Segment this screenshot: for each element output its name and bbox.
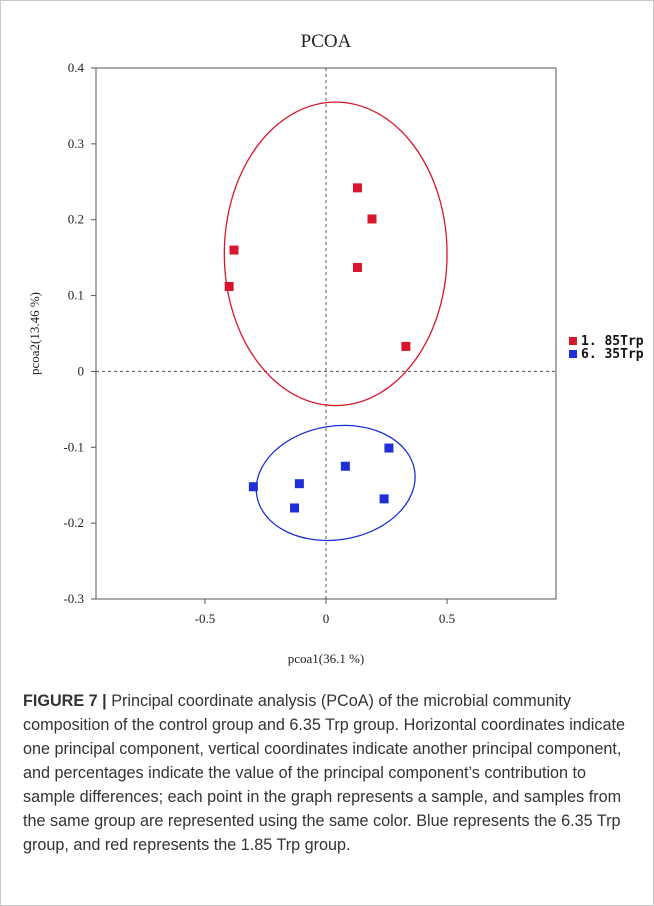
figure-caption: FIGURE 7 | Principal coordinate analysis… xyxy=(23,689,635,857)
data-point-series1-2 xyxy=(224,281,234,291)
data-point-series1-3 xyxy=(352,183,362,193)
data-point-series2-2 xyxy=(294,479,304,489)
y-tick-label: -0.2 xyxy=(63,515,84,530)
pcoa-chart: PCOA -0.5 0 0.5 -0.3-0.2-0.100.10.20.30.4 … xyxy=(27,31,644,666)
data-point-series1-6 xyxy=(401,341,411,351)
caption-text: Principal coordinate analysis (PCoA) of … xyxy=(23,692,625,854)
data-point-series1-4 xyxy=(367,214,377,224)
confidence-ellipse-1 xyxy=(223,101,448,407)
data-point-series1-5 xyxy=(352,263,362,273)
y-tick-label: 0 xyxy=(78,363,85,378)
y-axis-label: pcoa2(13.46 %) xyxy=(27,292,42,375)
y-tick-label: -0.1 xyxy=(63,439,84,454)
points-group xyxy=(224,183,411,513)
y-axis-ticks: -0.3 -0.2 -0.1 0 0.1 0.2 0.3 0.4 xyxy=(63,60,96,606)
caption-label: FIGURE 7 xyxy=(23,692,98,710)
y-tick-label: 0.1 xyxy=(68,288,84,303)
data-point-series2-6 xyxy=(379,494,389,504)
x-tick-label: 0.5 xyxy=(439,611,455,626)
x-tick-label: 0 xyxy=(323,611,330,626)
data-point-series2-3 xyxy=(290,503,300,513)
legend-swatch-2 xyxy=(569,350,577,358)
y-tick-label: -0.3 xyxy=(63,591,84,606)
data-point-series1-1 xyxy=(229,245,239,255)
zero-lines xyxy=(96,68,556,599)
legend-label-1: 1. 85Trp xyxy=(581,334,644,349)
y-tick-label: 0.4 xyxy=(68,60,85,75)
data-point-series2-1 xyxy=(248,482,258,492)
y-tick-label: 0.3 xyxy=(68,136,84,151)
caption-separator: | xyxy=(97,692,112,710)
legend-label-2: 6. 35Trp xyxy=(581,347,644,362)
chart-title: PCOA xyxy=(301,31,352,52)
x-axis-label: pcoa1(36.1 %) xyxy=(288,651,365,666)
confidence-ellipse-2 xyxy=(255,424,416,542)
x-axis-ticks: -0.5 0 0.5 xyxy=(195,599,455,626)
x-tick-label: -0.5 xyxy=(195,611,216,626)
data-point-series2-4 xyxy=(340,461,350,471)
data-point-series2-5 xyxy=(384,443,394,453)
ellipses-group xyxy=(223,101,448,542)
y-tick-label: 0.2 xyxy=(68,212,84,227)
legend-swatch-1 xyxy=(569,337,577,345)
